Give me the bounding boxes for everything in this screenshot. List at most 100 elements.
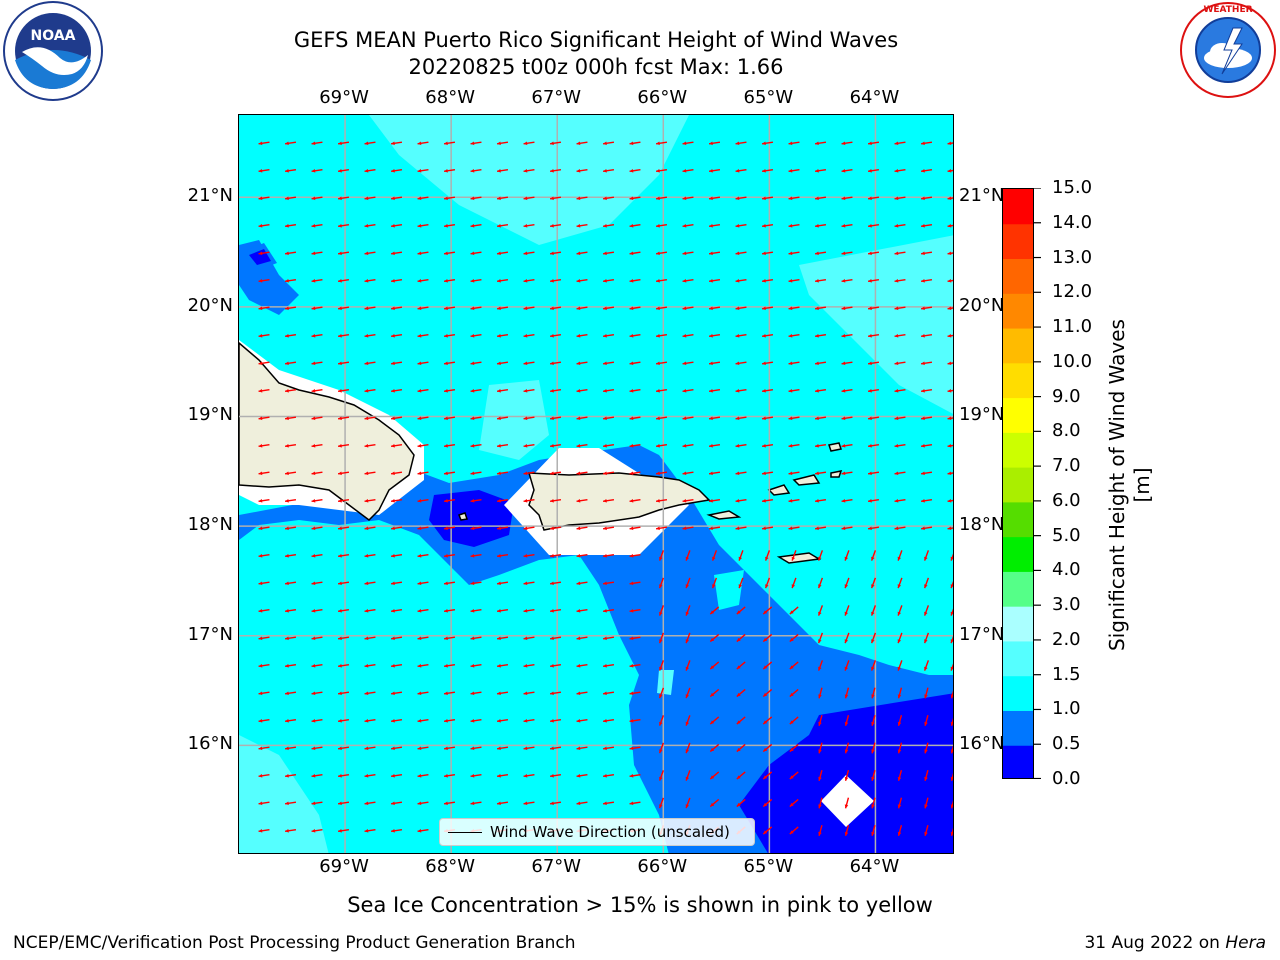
wave-direction-arrow [841,471,853,476]
wave-direction-arrow [894,251,906,256]
wave-direction-arrow [311,388,323,393]
wave-direction-arrow [258,526,270,531]
wave-direction-arrow [470,581,482,586]
wave-direction-arrow [443,251,456,256]
wave-direction-arrow [523,388,535,393]
wave-direction-arrow [311,306,323,311]
wave-direction-arrow [337,498,350,503]
wave-direction-arrow [284,196,297,201]
wave-direction-arrow [576,608,588,613]
wave-direction-arrow [788,251,800,256]
wave-direction-arrow [735,251,747,256]
wave-direction-arrow [576,691,588,696]
wave-direction-arrow [523,333,535,338]
wave-direction-arrow [708,498,721,503]
wave-direction-arrow [867,361,880,366]
wave-direction-arrow [364,251,376,256]
latitude-label: 21°N [959,185,1005,207]
colorbar-tick-label: 4.0 [1052,559,1081,581]
wave-direction-arrow [735,526,747,531]
wave-direction-arrow [443,168,456,173]
wave-direction-arrow [708,443,721,448]
colorbar-segment [1003,467,1033,503]
wave-direction-arrow [258,443,270,448]
wave-direction-arrow [284,251,297,256]
wave-direction-arrow [920,141,933,146]
wave-direction-arrow [364,773,376,778]
wave-direction-arrow [867,416,880,421]
wave-direction-arrow [924,825,929,836]
wave-direction-arrow [947,361,953,366]
wave-direction-arrow [523,801,535,806]
wave-direction-arrow [284,801,297,806]
wave-direction-arrow [761,443,774,448]
wave-direction-arrow [496,773,509,778]
wave-direction-arrow [789,633,799,643]
wave-direction-arrow [284,553,297,558]
wave-direction-arrow [602,141,615,146]
colorbar-segment [1003,501,1033,538]
wave-direction-arrow [470,251,482,256]
wave-direction-arrow [709,661,720,670]
wave-direction-arrow [390,691,403,696]
wave-direction-arrow [443,333,456,338]
wave-direction-arrow [576,471,588,476]
wave-direction-arrow [417,306,429,311]
wave-direction-arrow [682,306,694,311]
wave-direction-arrow [443,718,456,723]
wave-direction-arrow [284,773,297,778]
legend-line-icon [448,832,482,833]
wave-direction-arrow [602,581,615,586]
wave-direction-arrow [576,443,588,448]
wave-direction-arrow [789,743,799,753]
wave-direction-arrow [920,223,933,228]
wave-direction-arrow [496,141,509,146]
wave-direction-arrow [788,196,800,201]
colorbar-tick-label: 13.0 [1052,246,1093,268]
wave-direction-arrow [867,498,880,503]
wave-direction-arrow [658,632,665,644]
wave-direction-arrow [364,223,376,228]
wave-direction-arrow [549,196,562,201]
wave-direction-arrow [841,443,853,448]
wave-direction-arrow [655,388,668,393]
wave-direction-arrow [791,550,797,561]
wave-direction-arrow [735,196,747,201]
wave-direction-arrow [443,443,456,448]
wave-direction-arrow [364,416,376,421]
wave-direction-arrow [337,746,350,751]
wave-direction-arrow [685,742,691,754]
wave-direction-arrow [549,388,562,393]
colorbar-segment [1003,293,1033,329]
wave-direction-arrow [924,797,929,809]
wave-direction-arrow [789,826,799,835]
wave-direction-arrow [311,636,323,641]
wave-direction-arrow [364,718,376,723]
wave-direction-arrow [950,663,953,671]
wave-direction-arrow [258,251,270,256]
wave-direction-arrow [390,636,403,641]
wave-direction-arrow [390,223,403,228]
wave-direction-arrow [867,443,880,448]
wave-direction-arrow [443,141,456,146]
wave-direction-arrow [629,278,641,283]
wave-direction-arrow [390,526,403,531]
wave-direction-arrow [417,223,429,228]
wave-direction-arrow [923,632,930,644]
wave-direction-arrow [390,278,403,283]
wave-direction-arrow [950,553,953,561]
wave-direction-arrow [841,498,853,503]
wave-direction-arrow [417,828,429,833]
wave-direction-arrow [735,443,747,448]
wave-direction-arrow [629,801,641,806]
wave-direction-arrow [337,306,350,311]
wave-direction-arrow [496,498,509,503]
colorbar-segment [1003,362,1033,399]
wave-direction-arrow [443,773,456,778]
wave-direction-arrow [658,770,665,781]
wave-direction-arrow [920,498,933,503]
wave-direction-arrow [629,443,641,448]
wave-direction-arrow [844,797,850,809]
wave-direction-arrow [602,718,615,723]
wave-direction-arrow [602,196,615,201]
